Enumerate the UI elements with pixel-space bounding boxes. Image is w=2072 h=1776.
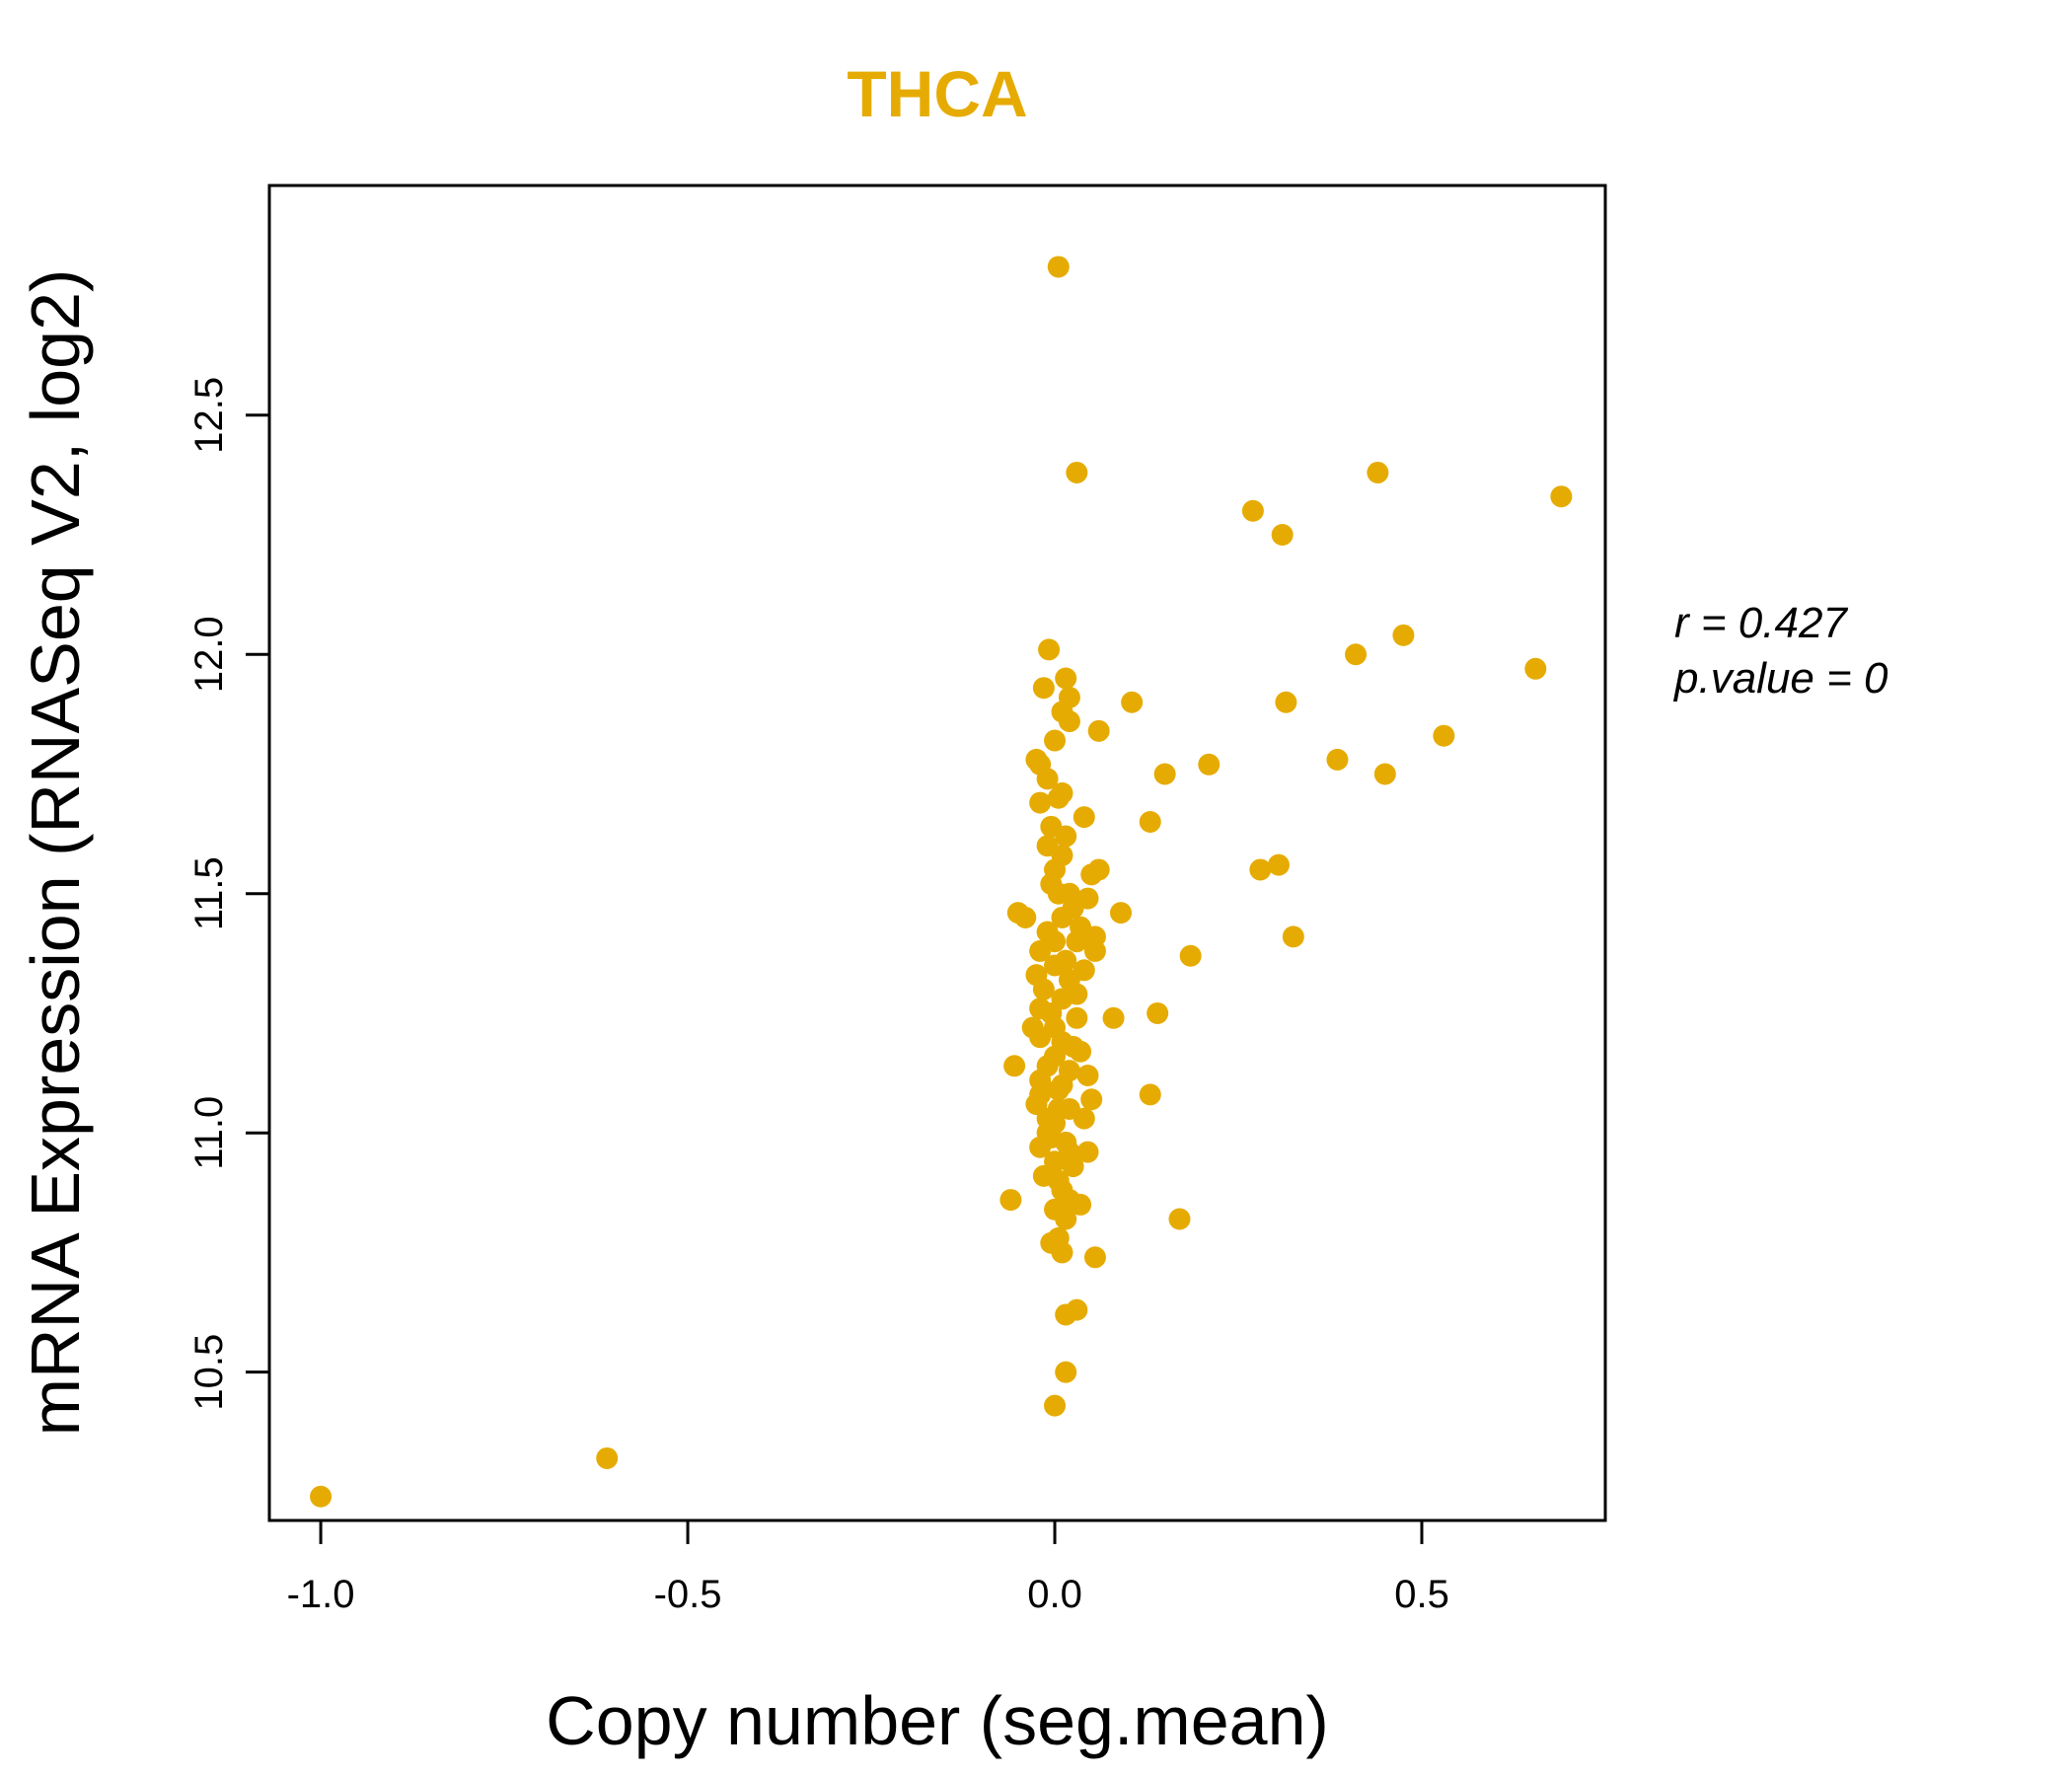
x-axis: -1.0 -0.5 0.0 0.5 bbox=[287, 1518, 1449, 1616]
data-point bbox=[1025, 748, 1048, 771]
y-tick-label: 11.5 bbox=[187, 856, 231, 930]
data-point bbox=[1021, 1016, 1044, 1039]
data-point bbox=[1055, 667, 1077, 690]
data-point bbox=[1055, 1208, 1077, 1230]
data-point bbox=[1373, 763, 1396, 785]
y-tick-label: 11.0 bbox=[187, 1096, 231, 1170]
data-point bbox=[1058, 710, 1080, 733]
data-point bbox=[1271, 524, 1294, 547]
data-point bbox=[1433, 724, 1455, 747]
data-point bbox=[1109, 902, 1132, 925]
data-point bbox=[1051, 781, 1073, 804]
data-point bbox=[1070, 1040, 1092, 1063]
data-point bbox=[1036, 835, 1059, 857]
data-point bbox=[1044, 930, 1067, 953]
data-point bbox=[1392, 624, 1415, 646]
data-point bbox=[1087, 858, 1110, 881]
data-point bbox=[1014, 906, 1037, 928]
y-axis-label: mRNA Expression (RNASeq V2, log2) bbox=[17, 269, 94, 1437]
data-point bbox=[1044, 729, 1067, 752]
data-point bbox=[310, 1485, 333, 1508]
data-point bbox=[1040, 815, 1063, 838]
data-point bbox=[1040, 1001, 1063, 1024]
y-tick-label: 12.0 bbox=[187, 616, 231, 693]
data-point bbox=[1029, 1069, 1052, 1091]
data-point bbox=[1076, 1141, 1099, 1163]
plot-frame bbox=[267, 184, 1607, 1522]
data-point bbox=[1147, 1001, 1169, 1024]
data-point bbox=[1073, 1107, 1095, 1130]
data-point bbox=[1066, 461, 1088, 483]
x-tick-label: 0.0 bbox=[1027, 1573, 1082, 1616]
data-point bbox=[1051, 1031, 1073, 1054]
data-point bbox=[1326, 748, 1349, 771]
data-point bbox=[1070, 916, 1092, 938]
data-point bbox=[1044, 1394, 1067, 1417]
data-point bbox=[1047, 882, 1070, 905]
data-points bbox=[310, 256, 1573, 1508]
data-point bbox=[1066, 1006, 1088, 1029]
data-point bbox=[1102, 1006, 1125, 1029]
data-point bbox=[1083, 939, 1106, 962]
data-point bbox=[999, 1189, 1022, 1212]
data-point bbox=[1275, 691, 1297, 713]
y-tick-label: 10.5 bbox=[187, 1334, 231, 1411]
x-tick-label: -1.0 bbox=[287, 1573, 355, 1616]
data-point bbox=[1080, 1088, 1103, 1111]
data-point bbox=[1058, 1141, 1080, 1163]
data-point bbox=[1025, 964, 1048, 987]
data-point bbox=[1055, 949, 1077, 972]
x-tick-label: 0.5 bbox=[1394, 1573, 1449, 1616]
chart-title: THCA bbox=[847, 57, 1027, 130]
data-point bbox=[1087, 719, 1110, 742]
data-point bbox=[1051, 1241, 1073, 1264]
data-point bbox=[1036, 1107, 1059, 1130]
data-point bbox=[1066, 983, 1088, 1005]
data-point bbox=[1003, 1055, 1026, 1077]
data-point bbox=[1076, 1065, 1099, 1086]
correlation-annotation: r = 0.427 bbox=[1674, 599, 1848, 647]
y-tick-label: 12.5 bbox=[187, 377, 231, 454]
data-point bbox=[1058, 1060, 1080, 1082]
data-point bbox=[1047, 1169, 1070, 1192]
data-point bbox=[1524, 657, 1547, 680]
x-axis-label: Copy number (seg.mean) bbox=[546, 1682, 1329, 1759]
data-point bbox=[1367, 461, 1389, 483]
data-point bbox=[1047, 256, 1070, 278]
data-point bbox=[1550, 485, 1573, 508]
data-point bbox=[1066, 1298, 1088, 1321]
data-point bbox=[1282, 925, 1304, 948]
data-point bbox=[1198, 753, 1221, 776]
data-point bbox=[1241, 499, 1264, 522]
data-point bbox=[1047, 1078, 1070, 1101]
data-point bbox=[1062, 897, 1084, 920]
data-point bbox=[1036, 768, 1059, 790]
data-point bbox=[1249, 858, 1272, 881]
data-point bbox=[1029, 791, 1052, 814]
data-point bbox=[1121, 691, 1144, 713]
data-point bbox=[1153, 763, 1176, 785]
data-point bbox=[1139, 810, 1161, 833]
data-point bbox=[1040, 1127, 1063, 1149]
data-point bbox=[1168, 1208, 1191, 1230]
x-tick-label: -0.5 bbox=[654, 1573, 722, 1616]
data-point bbox=[1345, 643, 1368, 666]
data-point bbox=[1070, 1193, 1092, 1216]
pvalue-annotation: p.value = 0 bbox=[1672, 654, 1888, 703]
data-point bbox=[1139, 1083, 1161, 1106]
data-point bbox=[596, 1446, 619, 1469]
y-axis: 10.5 11.0 11.5 12.0 12.5 bbox=[187, 377, 269, 1411]
data-point bbox=[1055, 1361, 1077, 1383]
data-point bbox=[1073, 806, 1095, 829]
data-point bbox=[1032, 677, 1055, 700]
data-point bbox=[1083, 1246, 1106, 1269]
data-point bbox=[1038, 638, 1061, 661]
data-point bbox=[1179, 944, 1202, 967]
data-point bbox=[1267, 853, 1290, 876]
